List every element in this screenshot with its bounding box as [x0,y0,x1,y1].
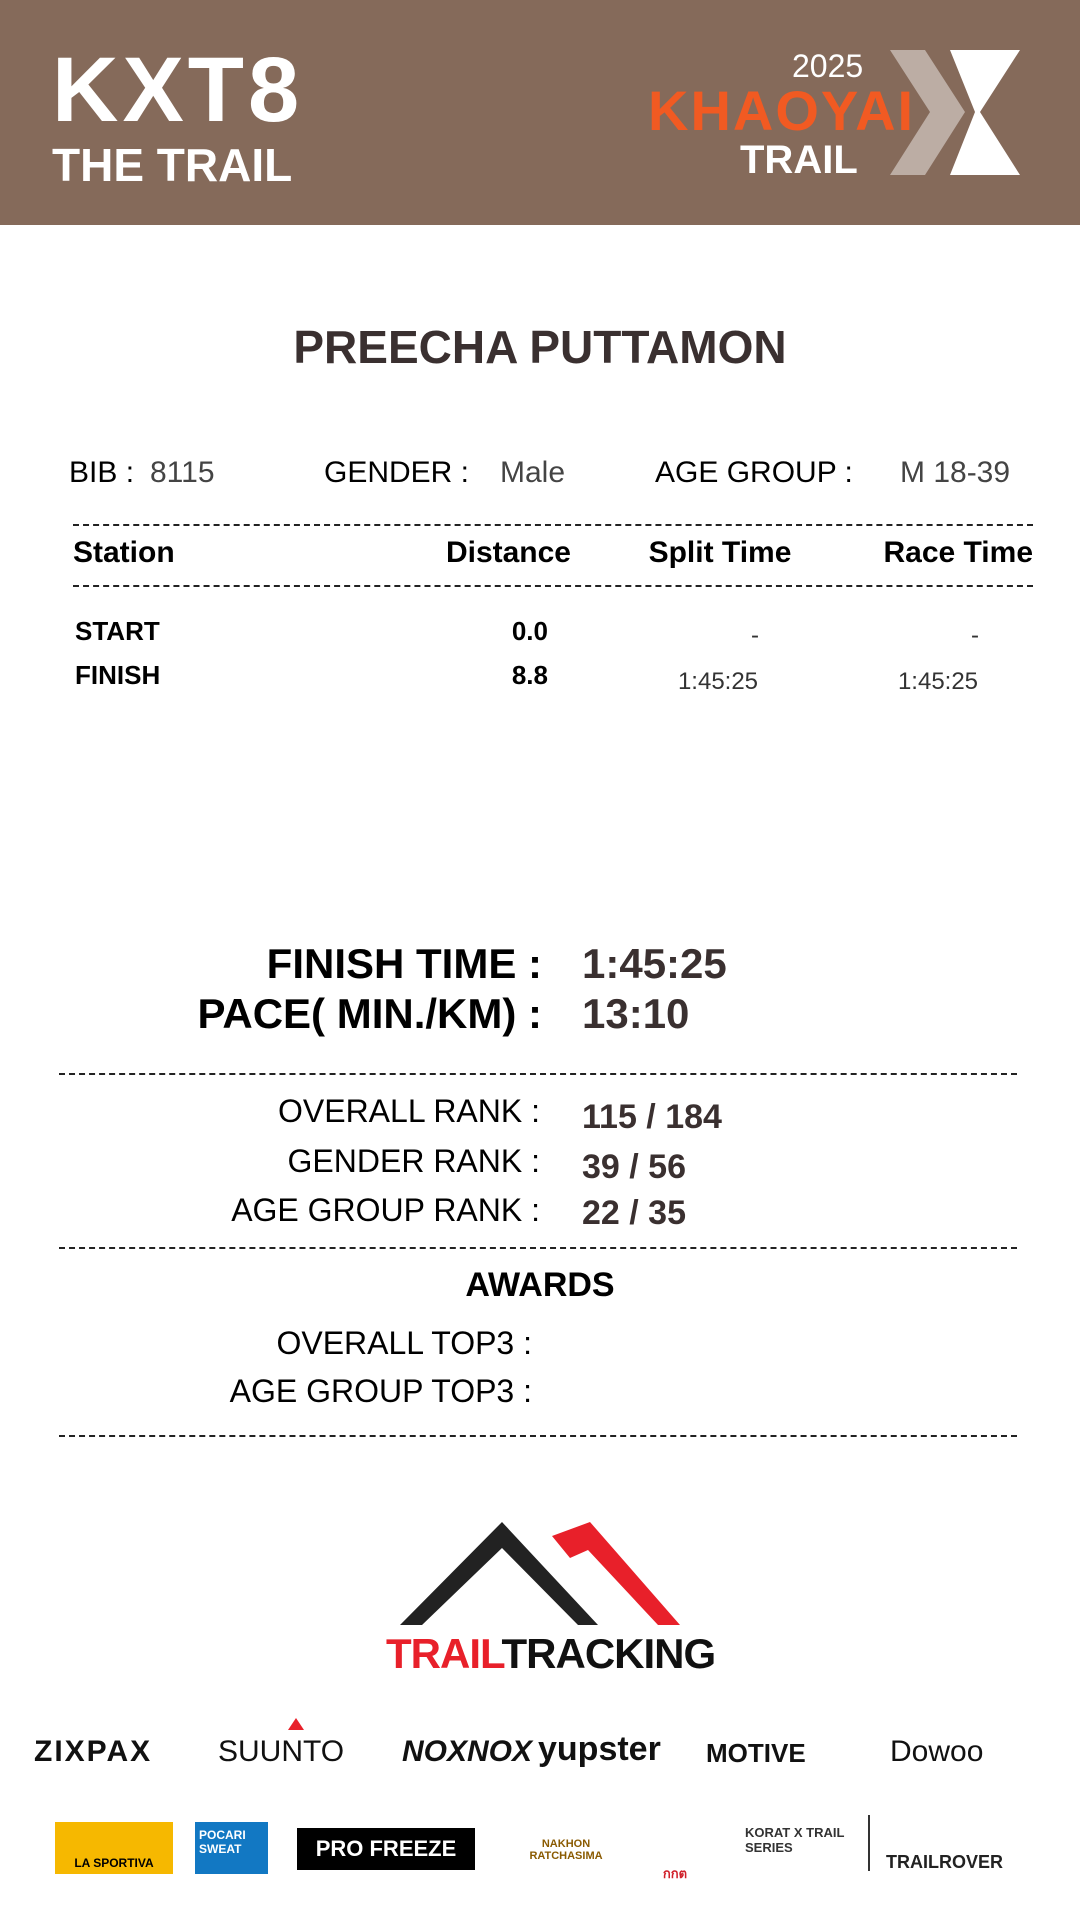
logo-part: TRAIL [386,1630,503,1677]
runner-name: PREECHA PUTTAMON [293,321,787,373]
sponsor-korat-x: KORAT X TRAIL SERIES [745,1825,845,1855]
age-group-label: AGE GROUP : [655,456,853,489]
age-group-value: M 18-39 [900,456,1011,489]
divider [59,1435,1017,1437]
pace-value: 13:10 [582,990,690,1037]
split-time: 1:45:25 [677,668,759,695]
sponsor-nakhon-ratchasima: NAKHON RATCHASIMA [529,1838,603,1862]
bib-value: 8115 [150,456,215,489]
col-station: Station [73,536,175,569]
kxt8-logo: KXT8 [52,39,304,141]
khaoyai-logo-text: KHAOYAI [648,79,916,142]
sponsor-pocari: POCARI SWEAT [195,1822,268,1874]
overall-top3-label: OVERALL TOP3 : [276,1325,532,1361]
sponsor-separator [868,1815,870,1871]
station: FINISH [75,660,161,690]
finish-time-label: FINISH TIME : [266,940,542,987]
sponsor-dowoo: Dowoo [890,1735,984,1768]
sponsor-pro-freeze: PRO FREEZE [297,1828,475,1870]
race-time: 1:45:25 [897,668,979,695]
age-group-rank-label: AGE GROUP RANK : [231,1192,540,1228]
divider [73,585,1033,587]
col-split-time: Split Time [648,536,792,569]
logo-part: TRACKING [501,1630,717,1677]
trailtracking-mountain-icon [400,1522,680,1625]
gender-rank-label: GENDER RANK : [287,1143,540,1179]
divider [59,1073,1017,1075]
distance: 0.0 [511,616,548,646]
col-race-time: Race Time [883,536,1033,569]
sponsor-zixpax: ZIXPAX [34,1735,153,1768]
trail-logo-text: TRAIL [740,138,858,182]
sponsor-motive: MOTIVE [706,1738,806,1768]
awards-title: AWARDS [465,1266,615,1304]
sponsor-trailrover: TRAILROVER [886,1852,1003,1872]
col-distance: Distance [445,536,571,569]
sponsor-la-sportiva: LA SPORTIVA [55,1822,173,1874]
year-text: 2025 [792,48,864,84]
gender-rank-value: 39 / 56 [582,1148,686,1186]
station: START [75,616,160,646]
overall-rank-value: 115 / 184 [582,1098,722,1136]
sponsor-yupster: yupster [538,1730,661,1768]
sponsor-noxnox: NOXNOX [402,1735,533,1768]
age-group-top3-label: AGE GROUP TOP3 : [229,1373,532,1409]
x-logo-icon [890,50,1020,175]
age-group-rank-value: 22 / 35 [582,1194,686,1232]
overall-rank-label: OVERALL RANK : [277,1093,540,1129]
gender-label: GENDER : [324,456,470,489]
pace-label: PACE( MIN./KM) : [197,990,542,1037]
suunto-triangle-icon [288,1718,304,1730]
finish-time-value: 1:45:25 [582,940,727,987]
sponsor-suunto: SUUNTO [218,1735,345,1768]
header-banner: KXT8 THE TRAIL 2025 KHAOYAI TRAIL [0,0,1080,225]
sponsor-emblem: กกต [662,1866,688,1881]
divider [73,524,1033,526]
split-time: - [751,622,759,649]
distance: 8.8 [511,660,548,690]
gender-value: Male [500,456,566,489]
trailtracking-logo: TRAILTRACKING [386,1630,717,1678]
race-time: - [971,622,979,649]
divider [59,1247,1017,1249]
the-trail-logo-text: THE TRAIL [52,139,293,191]
bib-label: BIB : [69,456,135,489]
